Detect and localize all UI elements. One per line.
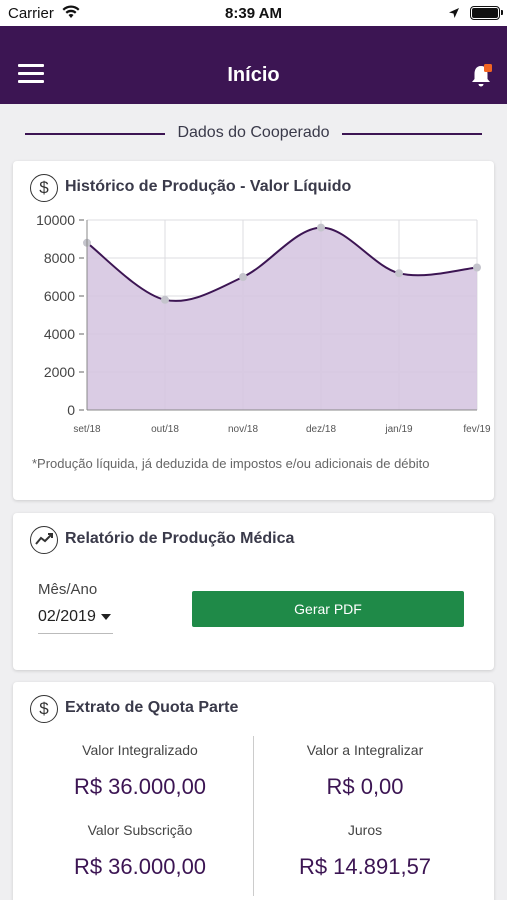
chart-card-title: Histórico de Produção - Valor Líquido <box>65 178 352 195</box>
data-point <box>161 295 169 304</box>
series-area <box>87 227 477 410</box>
y-tick-label: 6000 <box>44 288 75 304</box>
month-year-value: 02/2019 <box>38 608 96 625</box>
quota-label: Valor Integralizado <box>82 742 198 758</box>
quota-divider <box>253 736 254 896</box>
status-time: 8:39 AM <box>225 5 282 22</box>
x-tick-label: dez/18 <box>306 424 336 435</box>
data-point <box>239 273 247 281</box>
location-arrow-icon <box>448 6 460 24</box>
report-card-title: Relatório de Produção Médica <box>65 530 295 547</box>
data-point <box>395 269 403 278</box>
quota-card-title: Extrato de Quota Parte <box>65 699 239 716</box>
y-tick-label: 8000 <box>44 250 75 266</box>
battery-icon <box>470 6 503 20</box>
notification-bell-icon[interactable] <box>468 62 496 90</box>
y-tick-label: 4000 <box>44 326 75 342</box>
nav-bar: Início <box>0 26 507 104</box>
wifi-icon <box>62 5 80 24</box>
section-title: Dados do Cooperado <box>177 124 330 141</box>
dollar-circle-icon: $ <box>30 174 58 202</box>
month-year-select[interactable]: 02/2019 <box>38 608 113 634</box>
generate-pdf-button[interactable]: Gerar PDF <box>192 591 464 627</box>
hamburger-menu-icon[interactable] <box>18 64 44 84</box>
x-tick-label: out/18 <box>151 424 179 435</box>
status-bar: Carrier 8:39 AM <box>0 0 507 26</box>
x-tick-label: set/18 <box>73 424 101 435</box>
production-chart-card: $ Histórico de Produção - Valor Líquido … <box>13 161 494 500</box>
quota-label: Juros <box>347 822 383 838</box>
trending-chart-icon <box>30 526 58 554</box>
quota-label: Valor Subscrição <box>87 822 193 838</box>
quota-value: R$ 0,00 <box>326 774 404 799</box>
notification-badge <box>484 64 492 72</box>
quota-item-interest: Juros R$ 14.891,57 <box>250 822 480 880</box>
quota-value: R$ 14.891,57 <box>298 854 432 879</box>
quota-item-paid: Valor Integralizado R$ 36.000,00 <box>25 742 255 800</box>
quota-value: R$ 36.000,00 <box>73 854 207 879</box>
y-tick-label: 0 <box>67 402 75 418</box>
dollar-circle-icon: $ <box>30 695 58 723</box>
chevron-down-icon <box>101 614 111 620</box>
quota-card: $ Extrato de Quota Parte Valor Integrali… <box>13 682 494 900</box>
production-chart: 0 2000 4000 6000 8000 10000 set/18 out/18 nov/18… <box>36 212 491 435</box>
y-tick-label: 2000 <box>44 364 75 380</box>
x-tick-label: fev/19 <box>463 424 491 435</box>
quota-value: R$ 36.000,00 <box>73 774 207 799</box>
quota-label: Valor a Integralizar <box>306 742 424 758</box>
quota-item-subscription: Valor Subscrição R$ 36.000,00 <box>25 822 255 880</box>
data-point <box>317 223 325 232</box>
month-year-label: Mês/Ano <box>38 581 98 598</box>
y-tick-label: 10000 <box>36 212 75 228</box>
section-header: Dados do Cooperado <box>0 124 507 144</box>
page-title: Início <box>227 64 280 86</box>
chart-footnote: *Produção líquida, já deduzida de impost… <box>32 456 430 471</box>
x-tick-label: jan/19 <box>384 424 413 435</box>
x-tick-label: nov/18 <box>228 424 258 435</box>
report-card: Relatório de Produção Médica Mês/Ano 02/… <box>13 513 494 670</box>
quota-item-to-pay: Valor a Integralizar R$ 0,00 <box>250 742 480 800</box>
data-point <box>473 263 481 272</box>
carrier-label: Carrier <box>8 5 54 22</box>
